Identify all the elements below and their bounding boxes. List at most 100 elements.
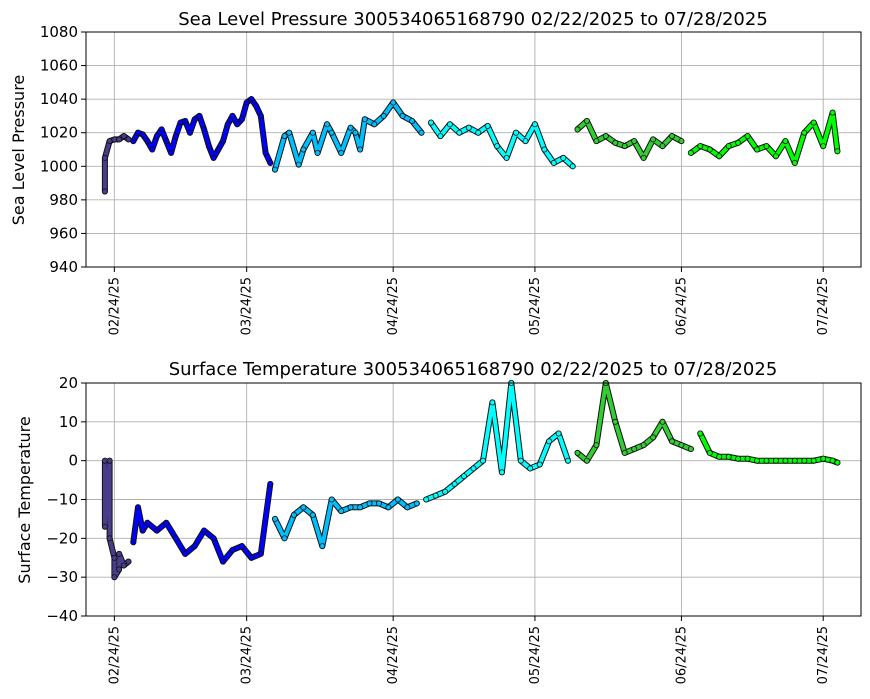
temperature-data-point xyxy=(357,504,364,511)
temperature-data-point xyxy=(772,457,779,464)
pressure-data-point xyxy=(371,121,378,128)
temperature-xtick-label: 05/24/25 xyxy=(528,626,543,684)
pressure-data-point xyxy=(361,116,368,123)
temperature-data-point xyxy=(820,455,827,462)
temperature-series-5-line xyxy=(698,431,840,465)
pressure-data-point xyxy=(186,129,193,136)
pressure-data-point xyxy=(810,119,817,126)
temperature-data-point xyxy=(281,535,288,542)
temperature-data-point xyxy=(134,504,141,511)
pressure-data-point xyxy=(716,153,723,160)
pressure-data-point xyxy=(484,123,491,130)
pressure-series-5-outline xyxy=(687,109,841,166)
pressure-data-point xyxy=(271,166,278,173)
pressure-data-point xyxy=(446,121,453,128)
pressure-plot-frame xyxy=(85,31,862,268)
temperature-data-point xyxy=(248,554,255,561)
temperature-data-point xyxy=(517,457,524,464)
temperature-data-point xyxy=(257,550,264,557)
pressure-ytick-label: 1040 xyxy=(40,90,78,108)
pressure-data-point xyxy=(153,133,160,140)
temperature-ytick-label: −20 xyxy=(46,529,78,547)
pressure-data-point xyxy=(541,146,548,153)
temperature-data-point xyxy=(725,453,732,460)
pressure-data-point xyxy=(706,146,713,153)
pressure-ytick-label: 980 xyxy=(49,191,78,209)
pressure-data-point xyxy=(201,126,208,133)
temperature-data-point xyxy=(139,527,146,534)
pressure-data-point xyxy=(782,138,789,145)
pressure-data-point xyxy=(196,112,203,119)
temperature-data-point xyxy=(536,461,543,468)
pressure-chart-title: Sea Level Pressure 300534065168790 02/22… xyxy=(178,9,768,30)
temperature-data-point xyxy=(744,455,751,462)
temperature-data-point xyxy=(229,547,236,554)
temperature-data-point xyxy=(125,558,132,565)
temperature-data-point xyxy=(716,453,723,460)
pressure-data-point xyxy=(380,112,387,119)
pressure-xtick-label: 05/24/25 xyxy=(528,277,543,335)
pressure-ytick-label: 1080 xyxy=(40,23,78,41)
pressure-data-point xyxy=(621,143,628,150)
temperature-data-point xyxy=(631,445,638,452)
temperature-data-point xyxy=(144,519,151,526)
pressure-data-point xyxy=(725,143,732,150)
temperature-data-point xyxy=(300,504,307,511)
pressure-data-point xyxy=(801,129,808,136)
pressure-data-point xyxy=(531,121,538,128)
pressure-data-point xyxy=(281,133,288,140)
pressure-data-point xyxy=(328,129,335,136)
temperature-data-point xyxy=(394,496,401,503)
temperature-data-point xyxy=(669,438,676,445)
pressure-ytick-label: 1060 xyxy=(40,57,78,75)
temperature-series-3-line xyxy=(424,381,570,502)
temperature-data-point xyxy=(546,438,553,445)
temperature-data-point xyxy=(111,574,118,581)
pressure-data-point xyxy=(309,129,316,136)
pressure-xtick-label: 07/24/25 xyxy=(816,277,831,335)
temperature-data-point xyxy=(479,457,486,464)
temperature-data-point xyxy=(116,550,123,557)
pressure-data-point xyxy=(338,149,345,156)
pressure-data-point xyxy=(612,139,619,146)
pressure-data-point xyxy=(390,99,397,106)
pressure-data-point xyxy=(357,146,364,153)
temperature-ytick-label: −40 xyxy=(46,607,78,625)
pressure-chart: Sea Level Pressure 300534065168790 02/22… xyxy=(9,9,862,335)
temperature-data-point xyxy=(309,512,316,519)
temperature-data-point xyxy=(565,457,572,464)
pressure-data-point xyxy=(735,139,742,146)
pressure-data-point xyxy=(116,136,123,143)
pressure-data-point xyxy=(465,124,472,131)
pressure-data-point xyxy=(120,133,127,140)
temperature-data-point xyxy=(423,496,430,503)
temperature-data-point xyxy=(319,543,326,550)
pressure-ytick-label: 960 xyxy=(49,224,78,242)
temperature-data-point xyxy=(791,457,798,464)
temperature-data-point xyxy=(583,457,590,464)
pressure-data-point xyxy=(248,96,255,103)
pressure-data-point xyxy=(754,146,761,153)
temperature-data-point xyxy=(527,465,534,472)
temperature-data-point xyxy=(706,449,713,456)
temperature-data-point xyxy=(271,515,278,522)
pressure-data-point xyxy=(267,159,274,166)
pressure-data-point xyxy=(144,138,151,145)
pressure-data-point xyxy=(172,133,179,140)
pressure-xtick-label: 02/24/25 xyxy=(107,277,122,335)
temperature-data-point xyxy=(130,539,137,546)
temperature-data-point xyxy=(413,500,420,507)
pressure-data-point xyxy=(560,154,567,161)
temperature-data-point xyxy=(498,469,505,476)
pressure-data-point xyxy=(650,136,657,143)
temperature-data-point xyxy=(111,554,118,561)
temperature-xtick-label: 03/24/25 xyxy=(240,626,255,684)
pressure-data-point xyxy=(772,153,779,160)
pressure-data-point xyxy=(791,159,798,166)
pressure-data-point xyxy=(550,159,557,166)
pressure-data-point xyxy=(238,116,245,123)
pressure-data-point xyxy=(163,138,170,145)
temperature-series-2-line xyxy=(273,497,419,549)
pressure-data-point xyxy=(697,143,704,150)
